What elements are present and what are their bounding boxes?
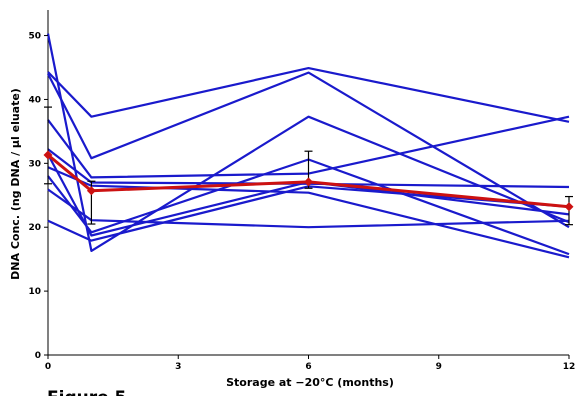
y-tick-label: 50 bbox=[28, 32, 41, 42]
mean-marker bbox=[304, 177, 313, 187]
series-line-1 bbox=[46, 33, 570, 252]
y-tick-label: 40 bbox=[28, 95, 41, 105]
series-line-9 bbox=[47, 185, 570, 242]
series-line-4 bbox=[47, 115, 570, 179]
y-axis-title: DNA Conc. (ng DNA / µl eluate) bbox=[9, 88, 22, 280]
mean-line bbox=[47, 153, 570, 209]
x-tick-label: 12 bbox=[563, 362, 575, 372]
y-tick-label: 10 bbox=[28, 287, 41, 297]
series-layer bbox=[46, 33, 570, 259]
x-axis-title: Storage at −20°C (months) bbox=[226, 376, 394, 389]
x-tick-label: 3 bbox=[175, 362, 181, 372]
mean-marker bbox=[564, 202, 574, 212]
x-tick-label: 9 bbox=[436, 362, 442, 372]
figure-label: Figure 5 bbox=[47, 388, 126, 396]
series-line-8 bbox=[47, 188, 570, 229]
series-line-10 bbox=[47, 153, 570, 237]
y-tick-label: 30 bbox=[28, 159, 41, 169]
ticks-layer: 0 10 20 30 40 50 0 3 6 9 12 bbox=[28, 32, 575, 372]
x-tick-label: 0 bbox=[45, 362, 51, 372]
y-tick-label: 0 bbox=[35, 351, 41, 361]
x-tick-label: 6 bbox=[305, 362, 311, 372]
mean-marker bbox=[86, 186, 96, 196]
y-tick-label: 20 bbox=[28, 223, 41, 233]
mean-layer bbox=[43, 106, 574, 226]
series-line-3 bbox=[47, 71, 570, 229]
series-line-2 bbox=[47, 66, 570, 123]
mean-marker bbox=[43, 150, 53, 160]
series-line-5 bbox=[47, 148, 570, 189]
